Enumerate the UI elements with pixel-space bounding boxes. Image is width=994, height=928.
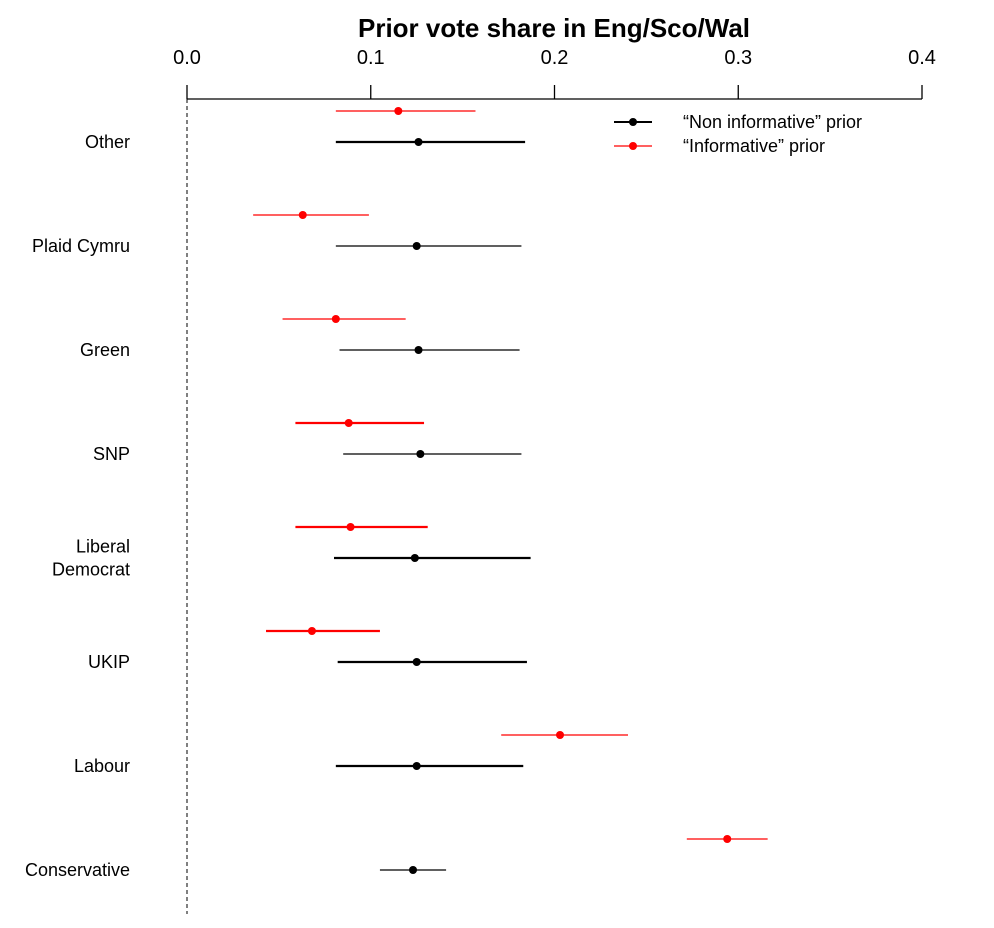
- category-label: Labour: [74, 756, 130, 776]
- x-tick-label: 0.0: [173, 47, 201, 69]
- point-estimate: [412, 242, 421, 250]
- legend-point: [629, 142, 637, 150]
- x-tick-label: 0.1: [357, 47, 385, 69]
- point-estimate: [409, 866, 418, 874]
- x-tick-label: 0.4: [908, 47, 936, 69]
- category-label: Other: [85, 132, 130, 152]
- category-label: Plaid Cymru: [32, 236, 130, 256]
- category-label: Green: [80, 340, 130, 360]
- legend-label: “Non informative” prior: [683, 112, 862, 132]
- point-estimate: [414, 346, 423, 354]
- x-tick-label: 0.2: [541, 47, 569, 69]
- point-estimate: [298, 211, 307, 219]
- category-label: Conservative: [25, 860, 130, 880]
- point-estimate: [416, 450, 425, 458]
- category-label: UKIP: [88, 652, 130, 672]
- series-marks: [253, 107, 768, 874]
- point-estimate: [412, 658, 421, 666]
- x-tick-label: 0.3: [724, 47, 752, 69]
- point-estimate: [307, 627, 316, 635]
- legend: “Non informative” prior “Informative” pri…: [614, 112, 862, 156]
- category-label: Democrat: [52, 560, 130, 580]
- x-axis: 0.0 0.1 0.2 0.3 0.4: [173, 47, 936, 100]
- category-labels: Other Plaid Cymru Green SNP Liberal Democrat U…: [25, 132, 130, 880]
- category-label: SNP: [93, 444, 130, 464]
- category-label: Liberal: [76, 537, 130, 557]
- chart-title: Prior vote share in Eng/Sco/Wal: [358, 13, 750, 43]
- point-estimate: [344, 419, 353, 427]
- legend-label: “Informative” prior: [683, 136, 825, 156]
- point-estimate: [346, 523, 355, 531]
- point-estimate: [414, 138, 423, 146]
- legend-point: [629, 118, 637, 126]
- point-estimate: [331, 315, 340, 323]
- point-estimate: [394, 107, 403, 115]
- point-estimate: [723, 835, 732, 843]
- point-estimate: [556, 731, 565, 739]
- point-estimate: [412, 762, 421, 770]
- point-estimate: [410, 554, 419, 562]
